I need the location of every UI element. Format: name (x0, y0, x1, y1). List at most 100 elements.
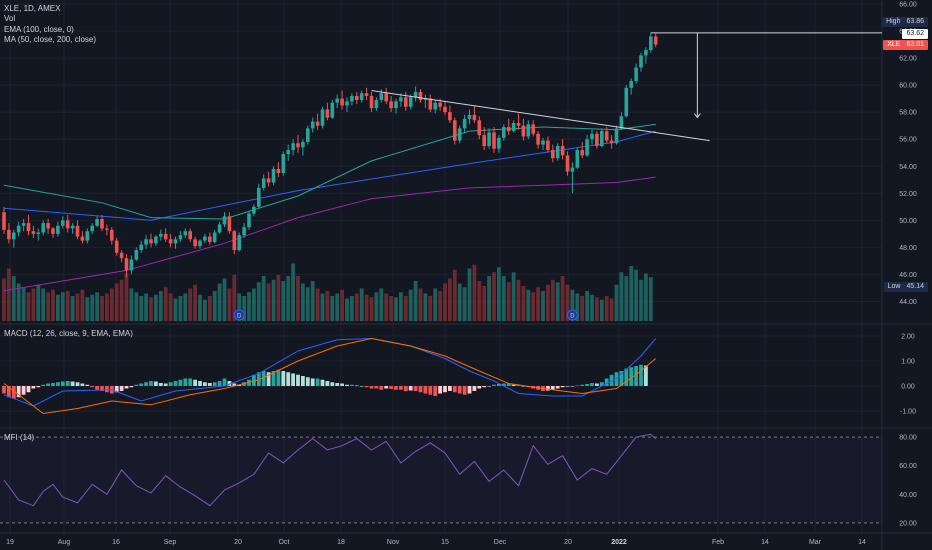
macd-histogram-bar (374, 386, 379, 389)
volume-bar (51, 289, 55, 321)
low-price-tag: Low 45.14 (883, 282, 928, 292)
candle-body (634, 67, 638, 82)
macd-tick-label: -1.00 (900, 409, 916, 416)
macd-histogram-bar (570, 386, 575, 387)
candle-body (560, 145, 565, 156)
volume-bar (222, 278, 227, 321)
candle-body (110, 229, 114, 241)
macd-histogram-bar (256, 372, 261, 386)
candle-body (369, 95, 374, 109)
macd-histogram-bar (364, 386, 369, 388)
candle-body (379, 93, 384, 101)
price-tick-label: 48.00 (899, 245, 917, 252)
macd-histogram-bar (501, 383, 506, 386)
volume-bar (168, 293, 173, 321)
volume-bar (56, 294, 60, 321)
candle-body (399, 97, 403, 102)
volume-bar (482, 286, 487, 321)
candle-body (271, 168, 276, 183)
candle-body (291, 143, 295, 151)
candle-body (232, 231, 237, 251)
candle-body (364, 93, 369, 96)
candle-body (70, 225, 75, 229)
candle-body (355, 95, 359, 101)
volume-bar (65, 291, 70, 321)
symbol-price-tag: XLE 63.01 (883, 40, 928, 50)
price-tick-label: 60.00 (899, 83, 917, 90)
symbol-tag-value: 63.01 (906, 41, 924, 48)
candle-body (624, 87, 629, 117)
macd-histogram-bar (555, 386, 560, 389)
dividend-marker-label: D (237, 314, 242, 320)
candle-body (159, 233, 163, 237)
candle-body (502, 127, 506, 138)
macd-histogram-bar (457, 386, 462, 394)
volume-bar (46, 292, 50, 321)
volume-bar (242, 296, 246, 321)
macd-histogram-bar (26, 386, 31, 393)
candle-body (139, 244, 143, 251)
candle-body (570, 167, 575, 172)
candle-body (595, 133, 599, 146)
time-tick-label: 16 (112, 539, 120, 546)
volume-bar (462, 287, 467, 321)
macd-histogram-bar (472, 386, 477, 391)
candle-body (301, 141, 305, 148)
volume-bar (492, 272, 496, 321)
volume-bar (394, 297, 398, 321)
candle-body (198, 240, 202, 247)
macd-histogram-bar (399, 386, 403, 390)
candle-body (541, 140, 545, 145)
volume-bar (21, 287, 26, 321)
volume-bar (158, 291, 163, 321)
candle-body (134, 250, 139, 260)
volume-bar (163, 287, 168, 321)
macd-histogram-bar (139, 383, 144, 386)
macd-histogram-bar (560, 386, 565, 388)
volume-bar (644, 273, 648, 321)
mfi-tick-label: 20.00 (899, 520, 917, 527)
macd-histogram-bar (305, 377, 310, 386)
volume-bar (203, 299, 207, 321)
volume-bar (575, 293, 580, 321)
dividend-marker-label: D (570, 314, 575, 320)
macd-histogram-bar (119, 386, 124, 391)
volume-bar (207, 296, 212, 321)
volume-bar (555, 282, 560, 321)
macd-histogram-bar (178, 379, 183, 386)
macd-tick-label: 0.00 (901, 384, 915, 391)
macd-histogram-bar (546, 386, 550, 391)
macd-histogram-bar (90, 386, 95, 388)
macd-histogram-bar (237, 384, 242, 386)
macd-histogram-bar (585, 384, 589, 386)
volume-bar (403, 296, 408, 321)
macd-histogram-bar (443, 386, 447, 393)
candle-body (90, 225, 94, 232)
macd-histogram-bar (609, 374, 614, 386)
macd-histogram-bar (207, 383, 212, 386)
macd-histogram-bar (340, 383, 344, 386)
volume-bar (124, 273, 129, 321)
candle-body (585, 139, 589, 156)
macd-histogram-bar (350, 384, 354, 386)
volume-bar (335, 293, 340, 321)
volume-bar (281, 281, 286, 321)
candle-body (114, 240, 119, 253)
volume-bar (340, 289, 344, 321)
volume-bar (374, 292, 379, 321)
mfi-tick-label: 40.00 (899, 492, 917, 499)
volume-bar (516, 279, 521, 321)
candle-body (330, 102, 335, 118)
candle-body (149, 239, 153, 244)
volume-bar (105, 293, 109, 321)
volume-bar (501, 276, 506, 321)
volume-bar (418, 288, 423, 321)
volume-bar (609, 298, 614, 321)
macd-histogram-bar (467, 386, 472, 394)
candle-body (374, 100, 379, 109)
macd-histogram-bar (384, 386, 389, 389)
macd-histogram-bar (487, 386, 491, 387)
volume-bar (271, 279, 276, 321)
candle-body (448, 112, 452, 121)
